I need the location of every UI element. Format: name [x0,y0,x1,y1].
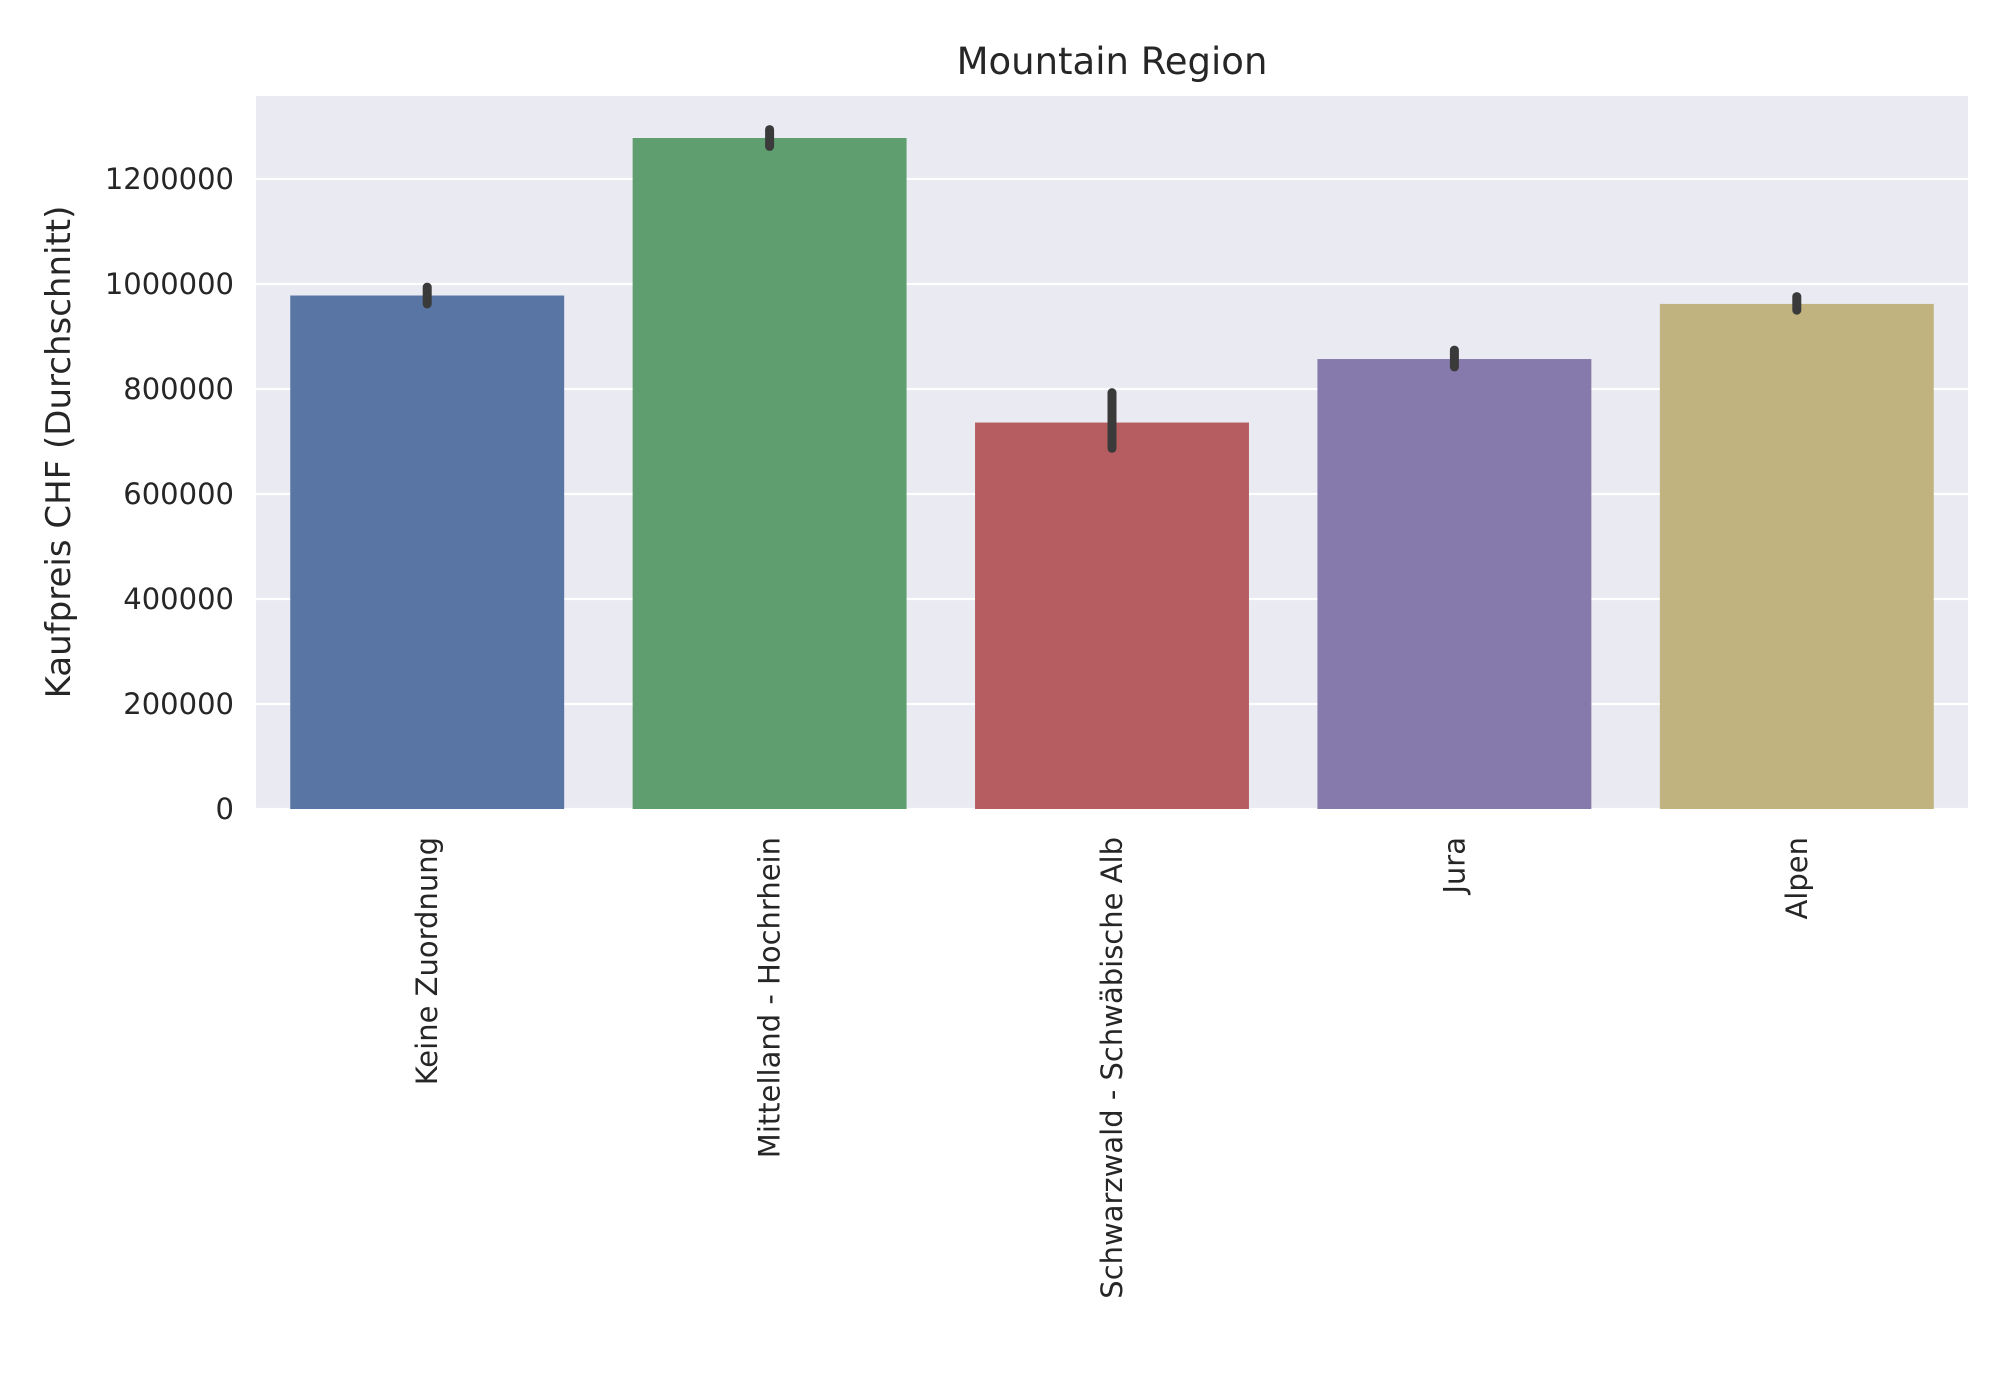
x-tick-label: Schwarzwald - Schwäbische Alb [1095,837,1129,1299]
x-tick-label: Keine Zuordnung [410,837,444,1085]
x-tick-label: Jura [1437,837,1471,896]
y-tick-label: 800000 [123,372,234,406]
bar [1317,359,1592,809]
y-tick-label: 1000000 [105,267,234,301]
y-tick-label: 600000 [123,477,234,511]
bars [290,138,1934,810]
y-tick-labels: 0 200000 400000 600000 800000 1000000 1200000 [105,162,234,826]
x-tick-label: Alpen [1780,837,1814,920]
y-tick-label: 400000 [123,582,234,616]
y-tick-label: 1200000 [105,162,234,196]
error-bars [422,125,1802,453]
y-axis-label: Kaufpreis CHF (Durchschnitt) [39,206,79,699]
chart-title: Mountain Region [957,40,1268,83]
bar [975,422,1249,809]
y-tick-label: 0 [216,792,234,826]
bar [632,138,907,810]
x-tick-label: Mittelland - Hochrhein [753,837,787,1158]
x-tick-labels: Keine Zuordnung Mittelland - Hochrhein Sch… [410,837,1814,1299]
bar [290,295,565,809]
y-tick-label: 200000 [123,687,234,721]
bar [1659,303,1934,809]
